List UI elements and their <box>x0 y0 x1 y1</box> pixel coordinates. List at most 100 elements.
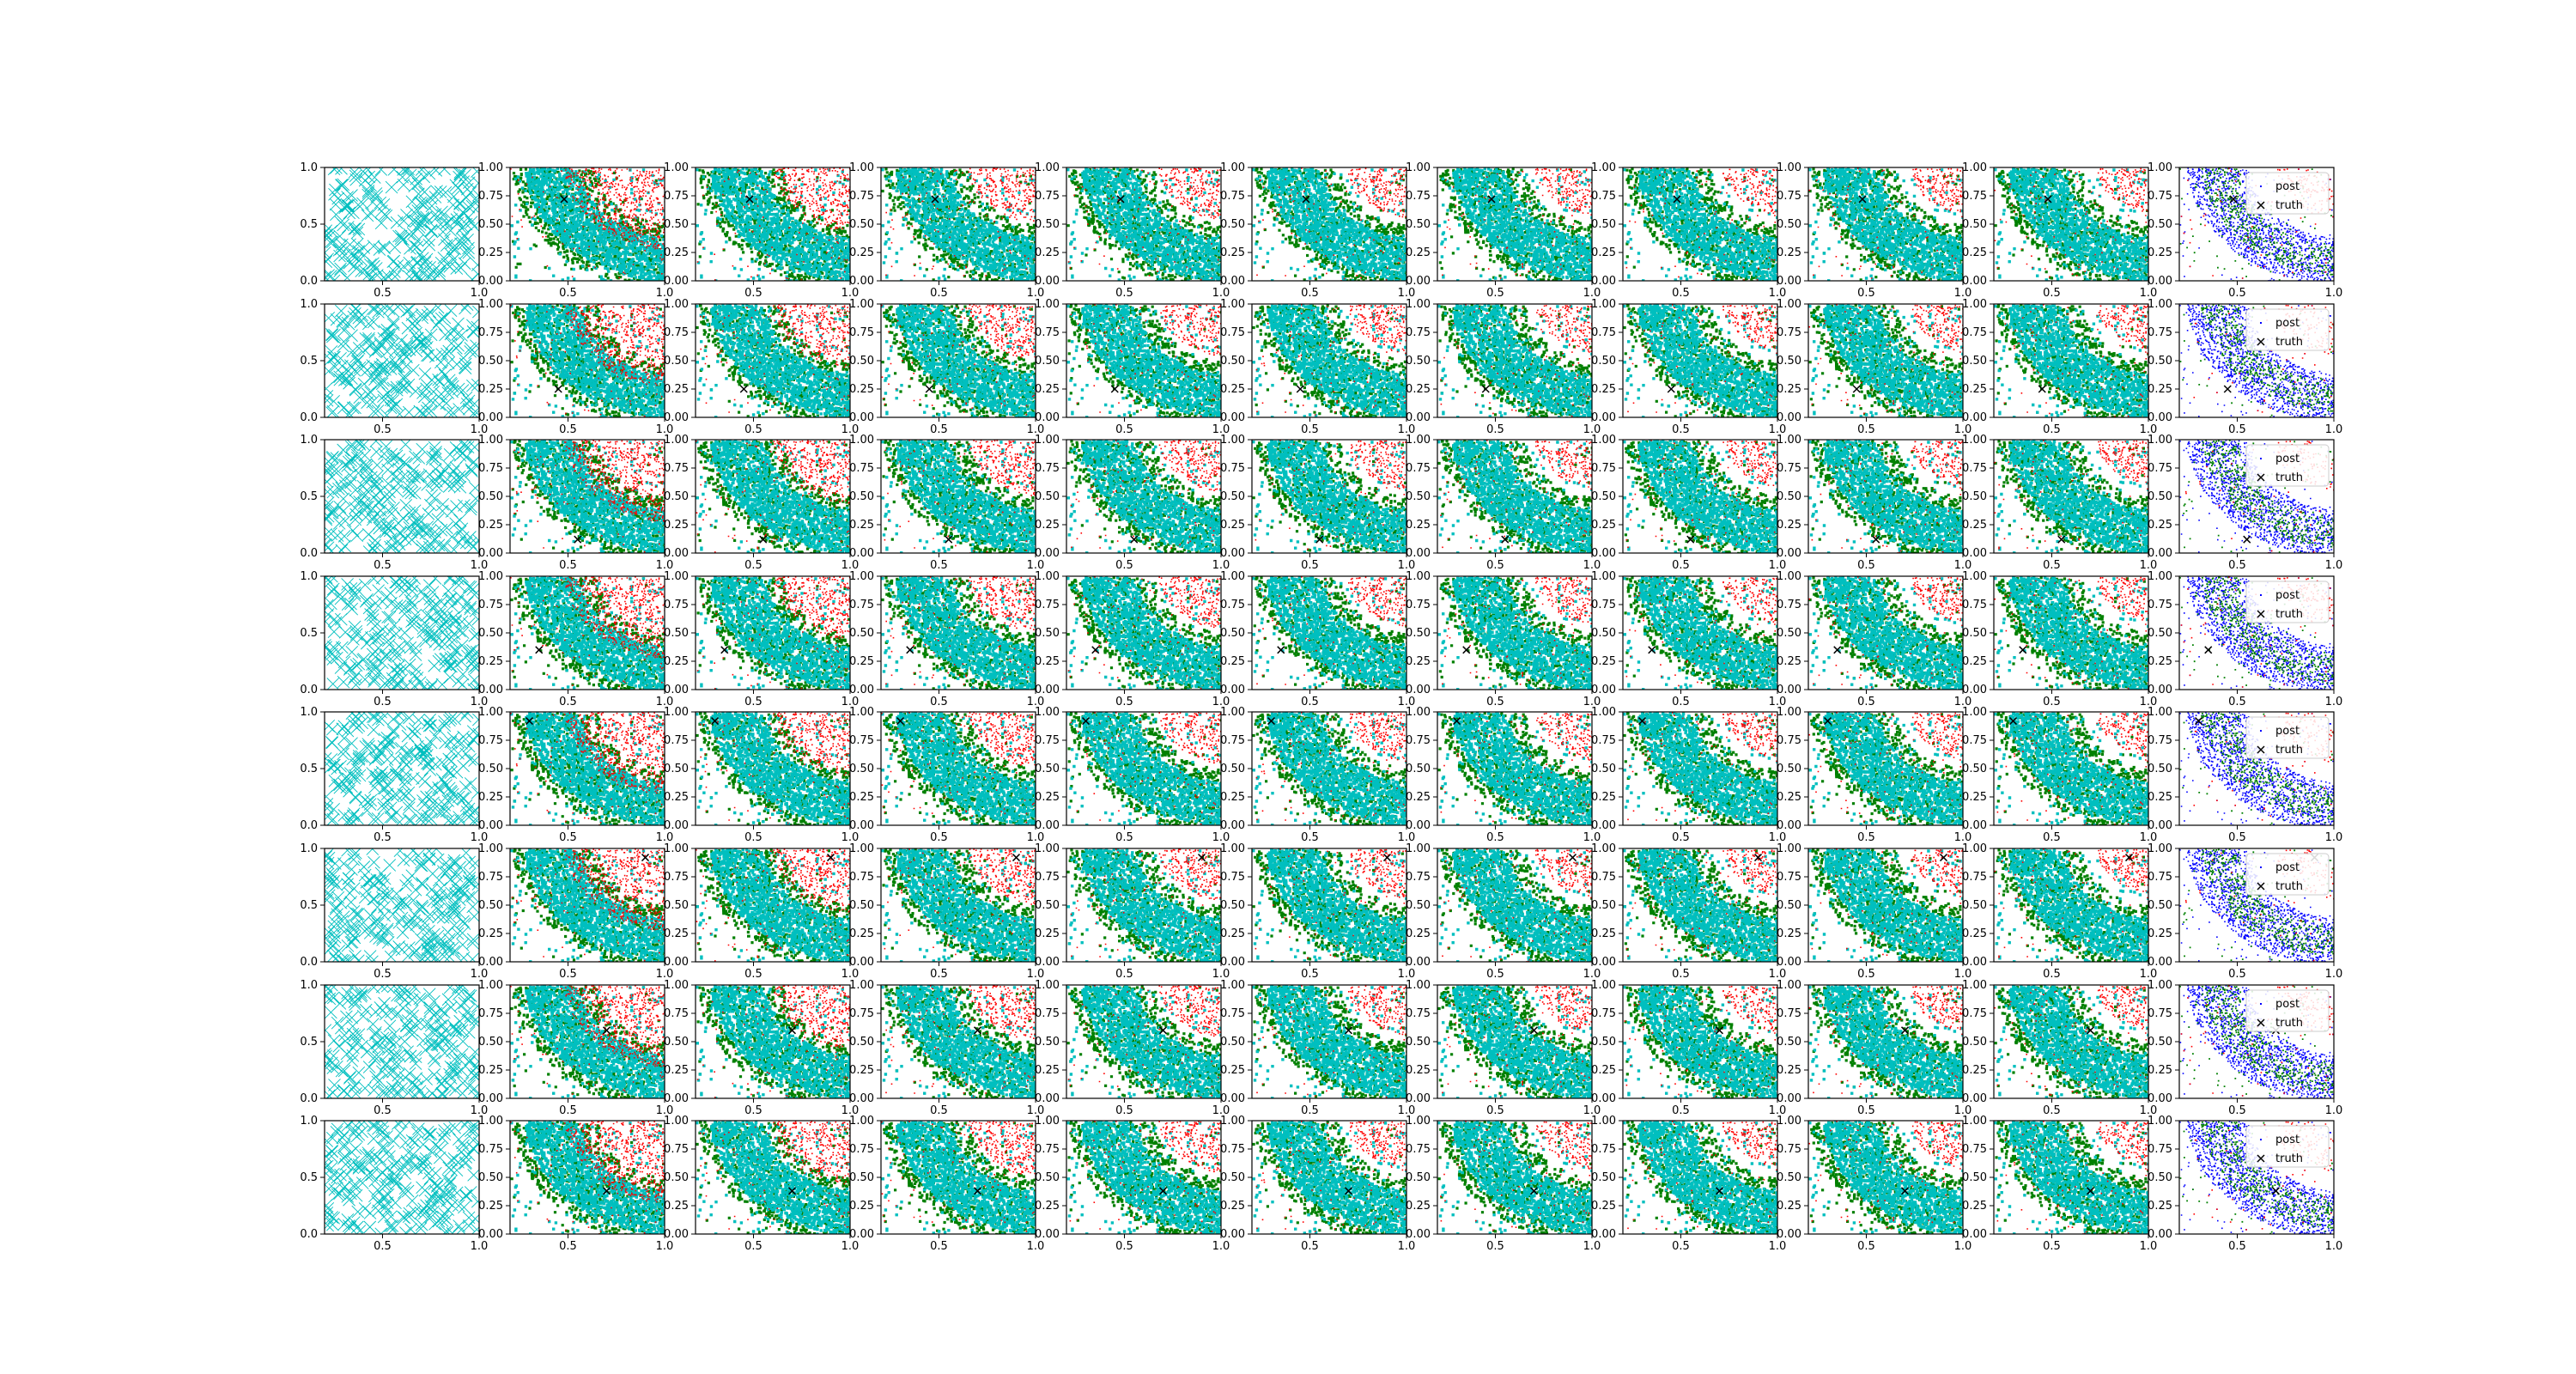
y-tick-label: 1.00 <box>1777 979 1801 992</box>
y-tick-label: 0.50 <box>849 627 874 640</box>
x-tick-label: 0.5 <box>1115 559 1133 572</box>
y-tick-label: 1.00 <box>1962 1115 1987 1128</box>
y-tick-label: 0.25 <box>1962 519 1987 532</box>
y-tick-label: 1.00 <box>1777 570 1801 583</box>
y-tick-label: 0.25 <box>2148 791 2172 804</box>
y-tick-label: 0.75 <box>1777 871 1801 884</box>
y-tick-label: 0.50 <box>664 218 689 231</box>
y-tick-label: 0.75 <box>1220 326 1245 339</box>
y-tick-label: 0.00 <box>1962 684 1987 696</box>
y-tick-label: 0.00 <box>664 1228 689 1241</box>
y-tick-label: 0.00 <box>2148 819 2172 832</box>
y-tick-label: 0.50 <box>664 899 689 912</box>
y-tick-label: 0.50 <box>478 218 503 231</box>
y-tick-label: 0.00 <box>1777 684 1801 696</box>
y-tick-label: 0.50 <box>1035 1171 1060 1184</box>
y-tick-label: 0.00 <box>478 684 503 696</box>
y-tick-label: 0.50 <box>1777 627 1801 640</box>
x-tick-label: 0.5 <box>930 968 948 981</box>
y-tick-label: 0.00 <box>849 956 874 969</box>
y-tick-label: 0.25 <box>1591 246 1616 259</box>
y-tick-label: 1.00 <box>849 434 874 447</box>
y-tick-label: 0.00 <box>1777 819 1801 832</box>
y-tick-label: 0.50 <box>664 627 689 640</box>
legend: post truth <box>2246 445 2329 486</box>
y-tick-label: 0.0 <box>300 684 318 696</box>
y-tick-label: 0.75 <box>1777 326 1801 339</box>
y-tick-label: 0.00 <box>849 1092 874 1105</box>
y-tick-label: 0.0 <box>300 275 318 288</box>
y-tick-label: 0.25 <box>1591 1064 1616 1077</box>
y-tick-label: 0.50 <box>1962 1036 1987 1049</box>
y-tick-label: 0.00 <box>478 819 503 832</box>
y-tick-label: 0.75 <box>1035 190 1060 203</box>
y-tick-label: 1.00 <box>664 706 689 719</box>
y-tick-label: 0.25 <box>849 246 874 259</box>
y-tick-label: 0.00 <box>1777 1092 1801 1105</box>
y-tick-label: 0.50 <box>1777 899 1801 912</box>
y-tick-label: 1.00 <box>1591 706 1616 719</box>
x-tick-label: 1.0 <box>1769 1240 1787 1253</box>
y-tick-label: 0.00 <box>849 684 874 696</box>
x-tick-label: 0.5 <box>930 559 948 572</box>
y-tick-label: 0.75 <box>478 734 503 747</box>
x-tick-label: 1.0 <box>1027 1240 1045 1253</box>
y-tick-label: 0.75 <box>2148 734 2172 747</box>
legend-label-post: post <box>2275 589 2300 602</box>
y-tick-label: 0.75 <box>1220 599 1245 611</box>
y-tick-label: 0.50 <box>1220 218 1245 231</box>
y-tick-label: 0.75 <box>849 599 874 611</box>
y-tick-label: 1.0 <box>300 706 318 719</box>
x-tick-label: 0.5 <box>2228 423 2246 436</box>
y-tick-label: 0.25 <box>1406 655 1431 668</box>
x-tick-label: 0.5 <box>2228 968 2246 981</box>
y-tick-label: 0.00 <box>664 547 689 560</box>
x-tick-label: 0.5 <box>1115 831 1133 844</box>
y-tick-label: 0.75 <box>1220 190 1245 203</box>
y-tick-label: 0.00 <box>1406 1092 1431 1105</box>
x-tick-label: 0.5 <box>744 1104 762 1117</box>
y-tick-label: 1.00 <box>1962 570 1987 583</box>
y-tick-label: 0.0 <box>300 956 318 969</box>
y-tick-label: 0.50 <box>478 899 503 912</box>
y-tick-label: 0.75 <box>478 599 503 611</box>
x-tick-label: 0.5 <box>744 1240 762 1253</box>
y-tick-label: 0.00 <box>2148 1228 2172 1241</box>
x-tick-label: 0.5 <box>2043 831 2061 844</box>
y-tick-label: 0.00 <box>1406 819 1431 832</box>
legend-label-post: post <box>2275 453 2300 465</box>
x-tick-label: 1.0 <box>1954 1240 1972 1253</box>
legend-label-truth: truth <box>2275 471 2303 484</box>
y-tick-label: 0.50 <box>1591 1036 1616 1049</box>
legend-point-marker <box>2260 730 2262 732</box>
y-tick-label: 0.50 <box>1777 490 1801 503</box>
y-tick-label: 0.00 <box>1035 819 1060 832</box>
y-tick-label: 0.75 <box>1591 326 1616 339</box>
x-tick-label: 1.0 <box>1583 1240 1601 1253</box>
y-tick-label: 1.00 <box>849 842 874 855</box>
x-tick-label: 0.5 <box>1486 1104 1504 1117</box>
legend-point-marker <box>2260 1139 2262 1140</box>
y-tick-label: 1.0 <box>300 842 318 855</box>
x-tick-label: 0.5 <box>1672 1104 1690 1117</box>
y-tick-label: 0.25 <box>664 383 689 396</box>
y-tick-label: 1.00 <box>664 434 689 447</box>
y-tick-label: 0.00 <box>1962 956 1987 969</box>
y-tick-label: 1.00 <box>1962 706 1987 719</box>
y-tick-label: 1.00 <box>2148 979 2172 992</box>
y-tick-label: 1.00 <box>478 842 503 855</box>
y-tick-label: 0.75 <box>1220 1143 1245 1156</box>
x-tick-label: 0.5 <box>559 831 577 844</box>
y-tick-label: 0.25 <box>1035 655 1060 668</box>
y-tick-label: 0.75 <box>1591 734 1616 747</box>
y-tick-label: 1.00 <box>1591 434 1616 447</box>
y-tick-label: 1.00 <box>664 979 689 992</box>
y-tick-label: 0.00 <box>478 547 503 560</box>
y-tick-label: 0.25 <box>1035 1200 1060 1213</box>
y-tick-label: 1.00 <box>478 706 503 719</box>
y-tick-label: 0.25 <box>1406 927 1431 940</box>
x-tick-label: 0.5 <box>2043 968 2061 981</box>
y-tick-label: 0.00 <box>849 819 874 832</box>
y-tick-label: 1.0 <box>300 1115 318 1128</box>
y-tick-label: 0.50 <box>1035 899 1060 912</box>
